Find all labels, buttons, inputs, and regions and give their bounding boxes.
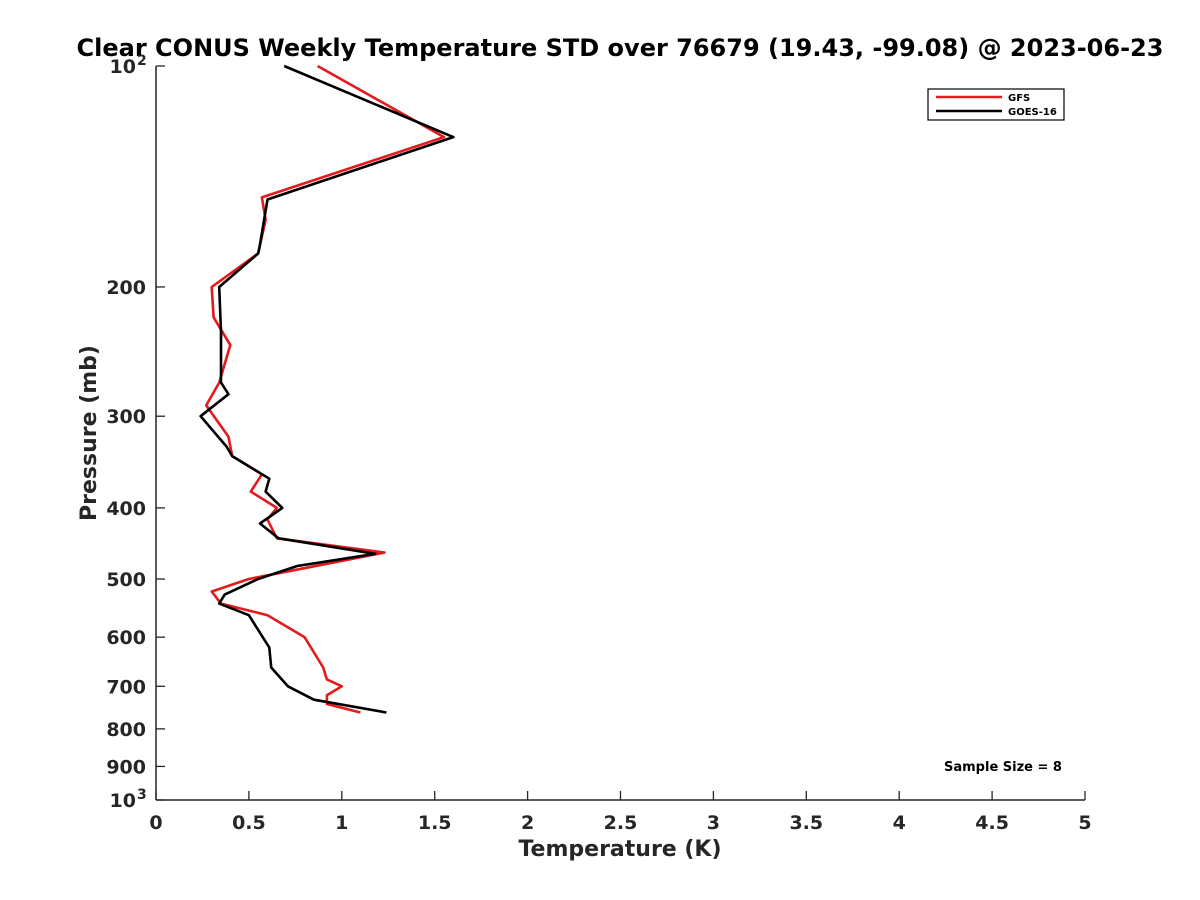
x-tick-label: 2.5 — [604, 812, 638, 834]
x-tick-label: 0.5 — [232, 812, 266, 834]
y-tick-label: 10 — [110, 56, 136, 78]
y-axis-label: Pressure (mb) — [77, 345, 102, 521]
sample-size-annotation: Sample Size = 8 — [944, 760, 1062, 775]
x-tick-label: 4 — [893, 812, 906, 834]
y-tick-label: 600 — [106, 627, 146, 649]
x-tick-label: 3 — [707, 812, 720, 834]
y-tick-label: 500 — [106, 569, 146, 591]
legend-label-gfs: GFS — [1008, 93, 1030, 104]
y-tick-exponent: 3 — [137, 787, 147, 803]
legend: GFS GOES-16 — [927, 88, 1065, 121]
x-tick-label: 5 — [1078, 812, 1091, 834]
legend-label-goes-16: GOES-16 — [1008, 107, 1057, 118]
x-tick-label: 3.5 — [789, 812, 823, 834]
series-line-goes-16 — [199, 64, 455, 714]
y-tick-label: 900 — [106, 756, 146, 778]
x-tick-label: 1 — [335, 812, 348, 834]
series-line-gfs — [204, 64, 446, 714]
y-tick-label: 400 — [106, 498, 146, 520]
x-tick-label: 2 — [521, 812, 534, 834]
y-tick-label: 200 — [106, 277, 146, 299]
x-axis-label: Temperature (K) — [518, 837, 721, 862]
y-tick-label: 10 — [110, 790, 136, 812]
x-tick-label: 1.5 — [418, 812, 452, 834]
chart-title: Clear CONUS Weekly Temperature STD over … — [77, 34, 1164, 62]
y-tick-exponent: 2 — [137, 53, 147, 69]
y-tick-label: 700 — [106, 676, 146, 698]
series-layer — [199, 64, 455, 714]
y-tick-label: 300 — [106, 406, 146, 428]
x-tick-label: 4.5 — [975, 812, 1009, 834]
plot-area: 0 0.5 1 1.5 2 2.5 3 3.5 4 4.5 510 22003004005006007… — [106, 53, 1091, 834]
y-tick-label: 800 — [106, 719, 146, 741]
legend-box — [927, 88, 1065, 121]
x-tick-label: 0 — [149, 812, 162, 834]
axes-layer: 0 0.5 1 1.5 2 2.5 3 3.5 4 4.5 510 22003004005006007… — [106, 53, 1091, 834]
